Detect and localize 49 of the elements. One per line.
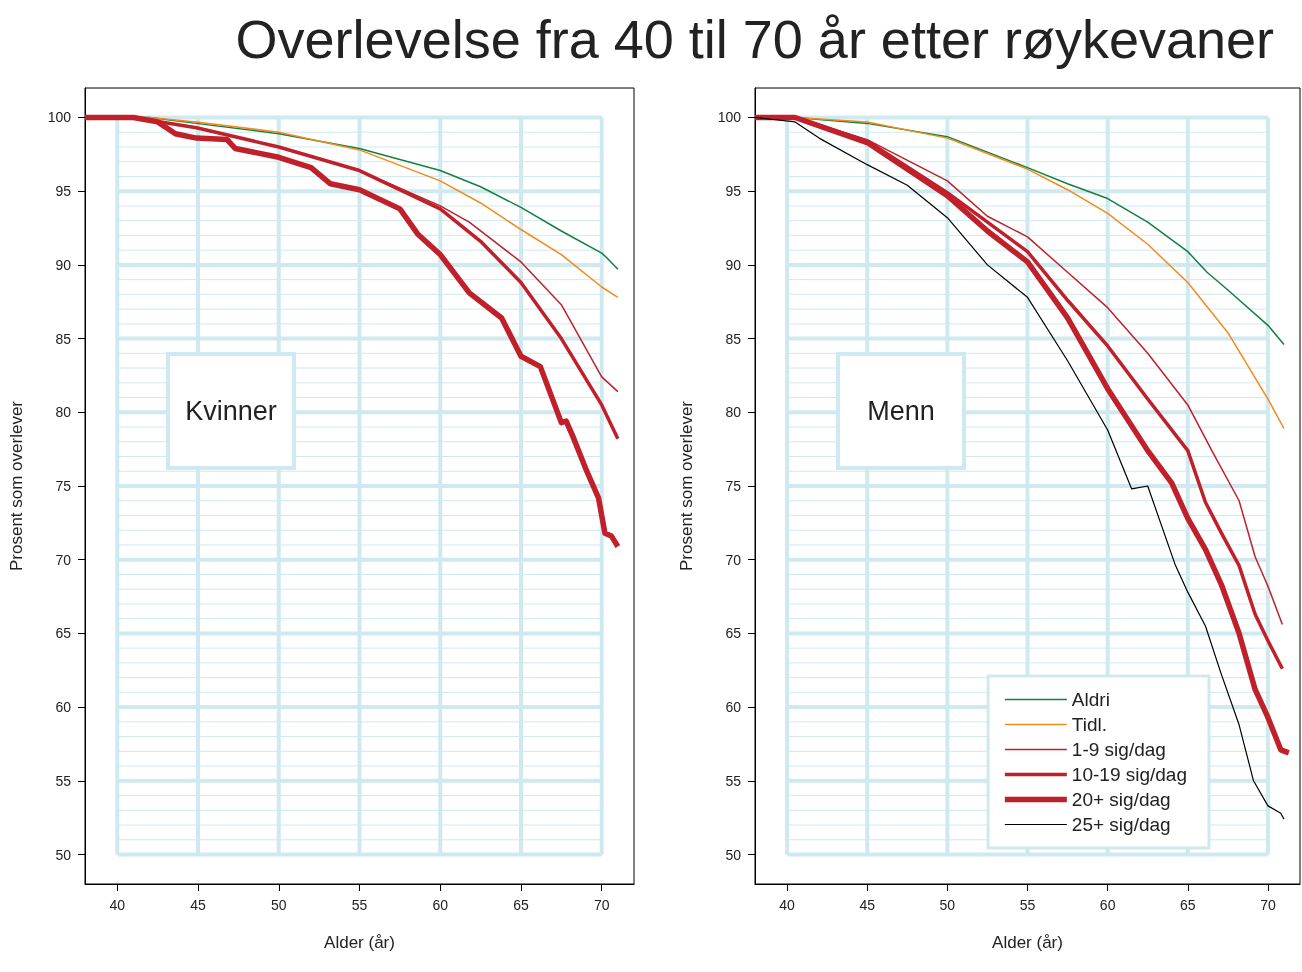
y-tick-label: 50 [725, 846, 742, 863]
y-tick-label: 60 [725, 699, 742, 716]
y-tick-label: 95 [55, 183, 72, 200]
legend-label: 10-19 sig/dag [1071, 764, 1188, 785]
y-tick-label: 100 [47, 109, 72, 126]
y-axis-title: Prosent som overlever [7, 400, 26, 572]
x-tick-label: 45 [859, 897, 876, 913]
x-tick-label: 70 [593, 897, 610, 913]
text: Overlevelse fra 40 til 70 år etter røykevaner [234, 8, 1275, 71]
x-axis-title: Alder (år) [324, 933, 395, 952]
x-axis-title: Alder (år) [992, 933, 1063, 952]
x-tick-label: 65 [1180, 897, 1196, 913]
y-tick-label: 50 [55, 846, 72, 863]
text-box: Kvinner [166, 352, 296, 470]
x-tick-label: 55 [1019, 897, 1036, 913]
y-tick-label: 95 [725, 183, 742, 200]
x-tick-label: 60 [432, 897, 449, 913]
y-tick-label: 65 [55, 625, 72, 642]
y-tick-label: 60 [55, 699, 72, 716]
y-tick-label: 75 [55, 478, 72, 494]
y-tick-label: 55 [725, 772, 742, 789]
x-tick-label: 70 [1260, 897, 1276, 913]
y-tick-label: 80 [55, 404, 72, 421]
legend-label: 20+ sig/dag [1071, 789, 1171, 810]
text-box: Menn [836, 352, 966, 470]
x-tick-label: 45 [190, 897, 207, 913]
legend-label: Tidl. [1071, 714, 1108, 735]
x-tick-label: 40 [109, 897, 126, 913]
x-tick-label: 55 [351, 897, 368, 913]
y-tick-label: 100 [717, 109, 742, 126]
y-tick-label: 85 [725, 330, 742, 347]
y-tick-label: 80 [725, 404, 742, 421]
y-tick-label: 85 [55, 330, 72, 347]
x-tick-label: 50 [270, 897, 287, 913]
y-tick-label: 65 [725, 625, 742, 642]
y-axis-title: Prosent som overlever [677, 400, 696, 572]
legend-label: Aldri [1071, 689, 1110, 710]
legend-label: 1-9 sig/dag [1071, 739, 1166, 760]
y-tick-label: 55 [55, 772, 72, 789]
x-tick-label: 50 [939, 897, 956, 913]
x-tick-label: 65 [513, 897, 529, 913]
y-tick-label: 70 [725, 551, 742, 568]
x-tick-label: 40 [779, 897, 796, 913]
y-tick-label: 90 [55, 256, 72, 273]
y-tick-label: 70 [55, 551, 72, 568]
x-tick-label: 60 [1099, 897, 1116, 913]
y-tick-label: 75 [725, 478, 742, 494]
y-tick-label: 90 [725, 256, 742, 273]
legend-label: 25+ sig/dag [1071, 814, 1171, 835]
